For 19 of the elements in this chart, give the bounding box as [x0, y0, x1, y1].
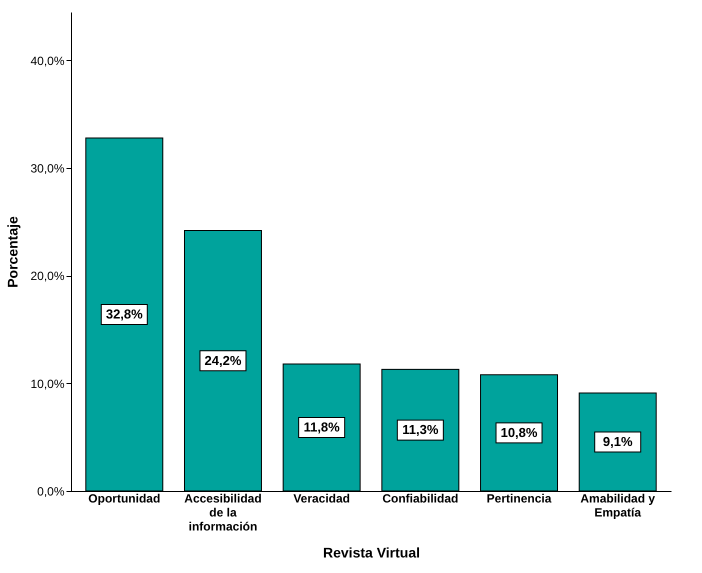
x-tick-label: Confiabilidad	[382, 492, 458, 506]
data-label: 9,1%	[602, 434, 633, 450]
y-tick-label: 40,0%	[30, 54, 65, 68]
y-tick-label: 10,0%	[30, 376, 65, 391]
y-tick-label: 30,0%	[30, 162, 65, 176]
y-tick-label: 20,0%	[30, 269, 65, 284]
x-tick-label: Amabilidad y Empatía	[580, 492, 656, 520]
x-tick-label: Pertinencia	[486, 492, 552, 506]
data-label: 11,3%	[402, 422, 439, 438]
x-tick-label: Accesibilidad de la información	[184, 492, 262, 534]
data-label: 32,8%	[106, 306, 144, 322]
data-label: 24,2%	[204, 352, 242, 368]
data-label: 11,8%	[304, 419, 340, 434]
y-tick-label: 0,0%	[37, 484, 65, 498]
y-axis-title: Porcentaje	[4, 216, 20, 288]
x-axis-title: Revista Virtual	[322, 544, 420, 560]
x-tick-label: Oportunidad	[88, 492, 160, 506]
x-tick-label: Veracidad	[293, 492, 350, 506]
data-label: 10,8%	[500, 424, 538, 440]
